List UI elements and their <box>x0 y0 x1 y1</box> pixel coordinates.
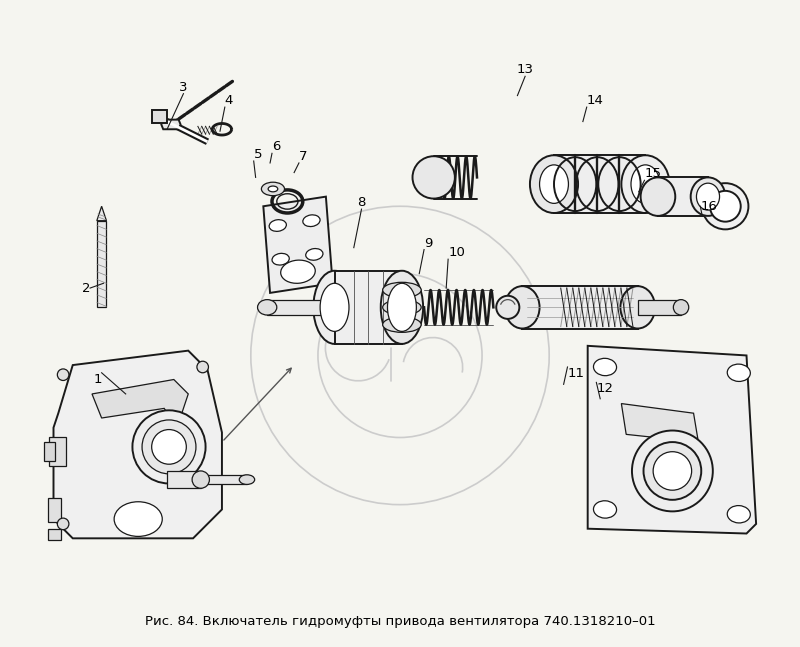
Polygon shape <box>97 221 106 307</box>
Text: 11: 11 <box>567 367 585 380</box>
Bar <box>638 300 681 315</box>
Ellipse shape <box>387 283 416 331</box>
Bar <box>44 442 55 461</box>
Bar <box>201 475 247 485</box>
Bar <box>554 155 646 213</box>
Ellipse shape <box>382 300 421 315</box>
Ellipse shape <box>239 475 254 485</box>
Bar <box>522 286 638 329</box>
Polygon shape <box>92 380 188 423</box>
Ellipse shape <box>643 442 702 500</box>
Ellipse shape <box>314 270 356 344</box>
Polygon shape <box>263 197 333 293</box>
Ellipse shape <box>152 430 186 464</box>
Ellipse shape <box>197 361 209 373</box>
Ellipse shape <box>382 282 421 298</box>
Bar <box>48 529 61 540</box>
Ellipse shape <box>306 248 323 260</box>
Text: 15: 15 <box>645 168 662 181</box>
Ellipse shape <box>382 317 421 333</box>
Ellipse shape <box>496 296 519 319</box>
Bar <box>167 471 201 488</box>
Ellipse shape <box>655 189 670 204</box>
Ellipse shape <box>702 183 749 230</box>
Bar <box>49 437 66 466</box>
Text: 12: 12 <box>596 382 614 395</box>
Ellipse shape <box>632 430 713 511</box>
Polygon shape <box>162 120 181 129</box>
Ellipse shape <box>594 358 617 376</box>
Text: Рис. 84. Включатель гидромуфты привода вентилятора 740.1318210–01: Рис. 84. Включатель гидромуфты привода в… <box>145 615 655 628</box>
Ellipse shape <box>710 191 741 222</box>
Text: 10: 10 <box>448 247 465 259</box>
Text: 1: 1 <box>93 373 102 386</box>
Text: 13: 13 <box>517 63 534 76</box>
Ellipse shape <box>258 300 277 315</box>
Polygon shape <box>97 206 106 221</box>
Polygon shape <box>588 346 756 534</box>
Ellipse shape <box>631 165 660 203</box>
Bar <box>658 177 708 216</box>
Ellipse shape <box>622 155 670 213</box>
Ellipse shape <box>594 501 617 518</box>
Bar <box>267 300 334 315</box>
Text: 16: 16 <box>700 200 717 213</box>
Ellipse shape <box>727 505 750 523</box>
Ellipse shape <box>539 165 569 203</box>
Ellipse shape <box>646 185 670 208</box>
Ellipse shape <box>262 182 285 195</box>
Ellipse shape <box>697 183 719 210</box>
Ellipse shape <box>320 283 349 331</box>
Text: 4: 4 <box>225 94 234 107</box>
Ellipse shape <box>142 420 196 474</box>
Ellipse shape <box>303 215 320 226</box>
Ellipse shape <box>641 177 675 216</box>
Ellipse shape <box>133 410 206 483</box>
Ellipse shape <box>281 260 315 283</box>
Text: 3: 3 <box>179 81 188 94</box>
Polygon shape <box>54 351 222 538</box>
Ellipse shape <box>58 518 69 530</box>
Ellipse shape <box>58 369 69 380</box>
Text: 14: 14 <box>586 94 604 107</box>
Ellipse shape <box>674 300 689 315</box>
Bar <box>152 110 167 124</box>
Text: 5: 5 <box>254 148 262 161</box>
Bar <box>334 270 402 344</box>
Ellipse shape <box>727 364 750 382</box>
Ellipse shape <box>268 186 278 192</box>
Ellipse shape <box>269 220 286 232</box>
Ellipse shape <box>413 156 455 199</box>
Ellipse shape <box>621 286 655 329</box>
Ellipse shape <box>114 502 162 536</box>
Text: 7: 7 <box>299 150 307 163</box>
Text: 8: 8 <box>358 196 366 209</box>
Ellipse shape <box>192 471 210 488</box>
Ellipse shape <box>653 452 692 490</box>
Ellipse shape <box>690 177 726 216</box>
Ellipse shape <box>272 254 290 265</box>
Text: 9: 9 <box>424 237 433 250</box>
Text: 2: 2 <box>82 281 90 294</box>
Bar <box>48 498 61 522</box>
Text: 6: 6 <box>272 140 280 153</box>
Ellipse shape <box>505 286 539 329</box>
Ellipse shape <box>381 270 423 344</box>
Polygon shape <box>622 404 698 442</box>
Ellipse shape <box>530 155 578 213</box>
